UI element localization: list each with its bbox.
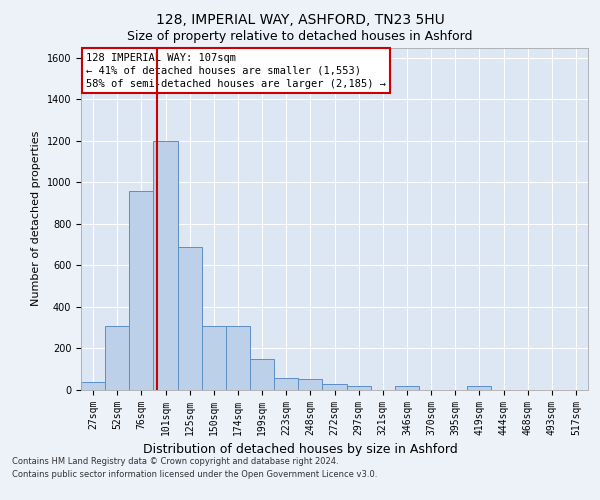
Bar [395,386,419,390]
Text: Distribution of detached houses by size in Ashford: Distribution of detached houses by size … [143,442,457,456]
Text: Contains HM Land Registry data © Crown copyright and database right 2024.: Contains HM Land Registry data © Crown c… [12,457,338,466]
Bar [467,386,491,390]
Bar [105,326,129,390]
Bar [178,247,202,390]
Text: Contains public sector information licensed under the Open Government Licence v3: Contains public sector information licen… [12,470,377,479]
Bar [154,141,178,390]
Text: 128 IMPERIAL WAY: 107sqm
← 41% of detached houses are smaller (1,553)
58% of sem: 128 IMPERIAL WAY: 107sqm ← 41% of detach… [86,52,386,89]
Text: Size of property relative to detached houses in Ashford: Size of property relative to detached ho… [127,30,473,43]
Bar [298,378,322,390]
Bar [202,326,226,390]
Bar [322,384,347,390]
Y-axis label: Number of detached properties: Number of detached properties [31,131,41,306]
Bar [250,359,274,390]
Bar [129,190,154,390]
Bar [226,326,250,390]
Bar [347,386,371,390]
Text: 128, IMPERIAL WAY, ASHFORD, TN23 5HU: 128, IMPERIAL WAY, ASHFORD, TN23 5HU [155,12,445,26]
Bar [274,378,298,390]
Bar [81,382,105,390]
